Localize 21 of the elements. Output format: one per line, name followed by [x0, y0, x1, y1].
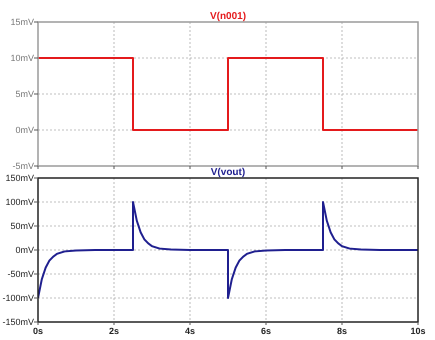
y-tick-label: -50mV — [7, 269, 34, 280]
y-tick-label: 10mV — [10, 53, 34, 64]
x-tick-label: 2s — [108, 326, 120, 336]
x-tick-label: 4s — [184, 326, 196, 336]
x-tick-label: 0s — [32, 326, 44, 336]
y-tick-label: -100mV — [2, 293, 34, 304]
y-tick-label: 0mV — [15, 245, 34, 256]
y-tick-label: 5mV — [15, 89, 34, 100]
y-tick-label: 0mV — [15, 125, 34, 136]
x-tick-label: 6s — [260, 326, 272, 336]
chart-title: V(n001) — [210, 11, 246, 22]
y-tick-label: 15mV — [10, 17, 34, 28]
line-series — [38, 201, 418, 299]
y-tick-label: -150mV — [2, 317, 34, 328]
x-tick-label: 8s — [336, 326, 348, 336]
y-tick-label: -5mV — [12, 161, 34, 172]
y-tick-label: 150mV — [5, 173, 34, 184]
chart-title: V(vout) — [210, 167, 246, 178]
x-tick-label: 10s — [410, 326, 426, 336]
y-tick-label: 50mV — [10, 221, 34, 232]
y-tick-label: 100mV — [5, 197, 34, 208]
